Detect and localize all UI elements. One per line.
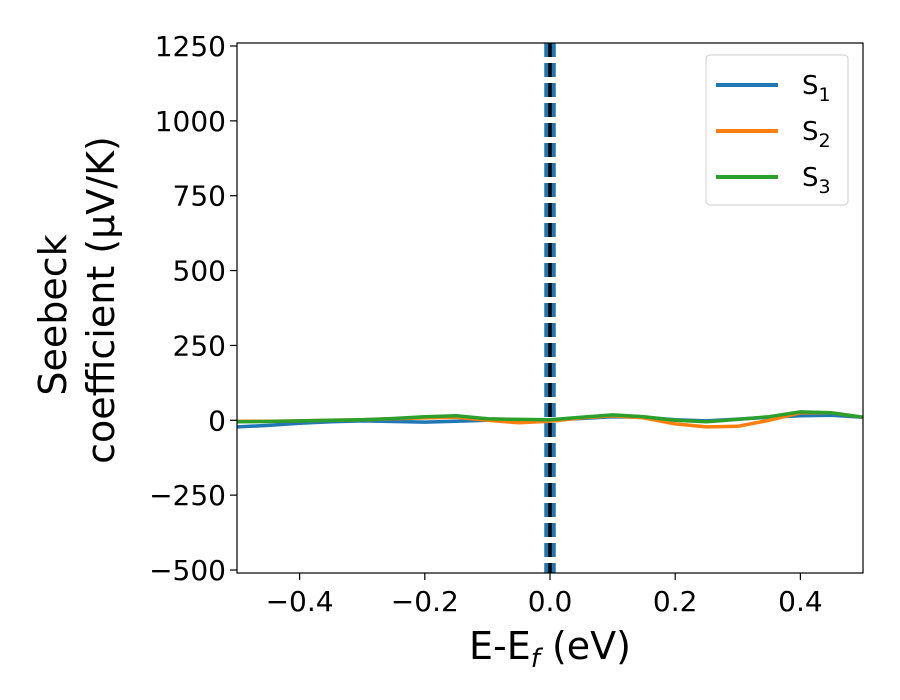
series-line-s3 [237, 410, 863, 424]
y-tick-label: −250 [149, 479, 226, 512]
y-tick-label: 500 [173, 255, 226, 288]
y-tick-label: 1250 [155, 30, 226, 63]
x-axis-label: E-Ef (eV) [469, 624, 631, 674]
legend-label: S2 [802, 117, 831, 152]
reference-lines [544, 43, 556, 573]
data-series [237, 410, 863, 429]
x-tick-label: 0.4 [778, 585, 823, 618]
x-tick-label: −0.4 [266, 585, 334, 618]
y-tick-label: 250 [173, 329, 226, 362]
legend: S1 S2 S3 [705, 54, 849, 206]
x-tick-label: 0.2 [653, 585, 698, 618]
x-tick-label: 0.0 [528, 585, 573, 618]
legend-label: S1 [802, 71, 831, 106]
x-axis-ticks: −0.4 −0.2 0.0 0.2 0.4 [266, 573, 823, 618]
y-tick-label: 0 [208, 404, 226, 437]
y-axis-label-line1: Seebeck [31, 234, 75, 395]
y-tick-label: −500 [149, 554, 226, 587]
y-axis-ticks: −500 −250 0 250 500 750 1000 1250 [149, 30, 237, 587]
legend-label: S3 [802, 163, 831, 198]
x-tick-label: −0.2 [391, 585, 459, 618]
y-axis-label-line2: coefficient (μV/K) [79, 136, 123, 464]
y-tick-label: 1000 [155, 105, 226, 138]
y-tick-label: 750 [173, 180, 226, 213]
